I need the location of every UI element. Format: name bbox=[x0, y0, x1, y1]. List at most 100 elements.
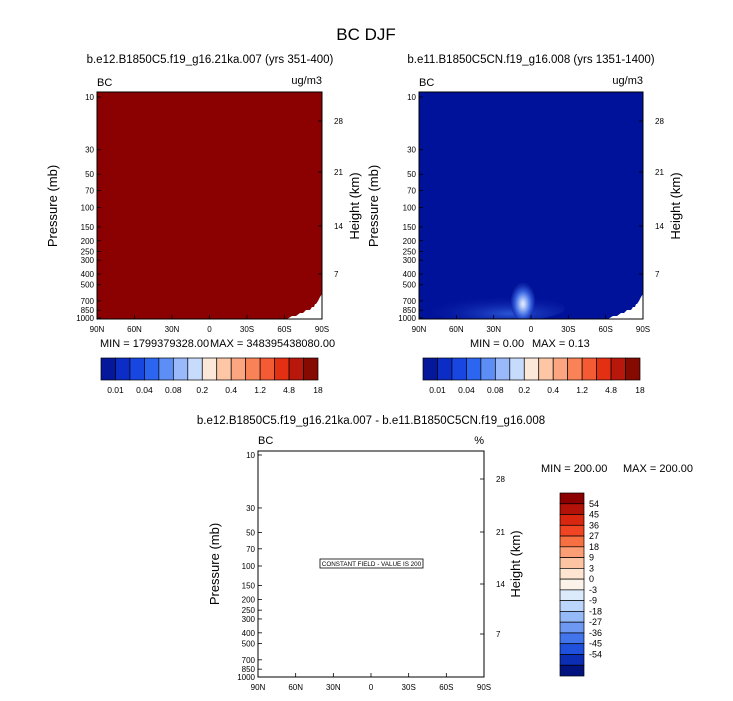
difference-x-tick-label: 90S bbox=[477, 683, 491, 692]
difference-y-right-tick-label: 21 bbox=[496, 528, 505, 537]
difference-y-right-tick-label: 14 bbox=[496, 580, 505, 589]
left-y-tick-label: 100 bbox=[81, 204, 95, 213]
right-x-tick-label: 60S bbox=[599, 325, 613, 334]
colorbar-swatch bbox=[422, 357, 438, 381]
colorbar-swatch bbox=[274, 357, 290, 381]
left-ylabel: Pressure (mb) bbox=[45, 165, 60, 247]
colorbar-swatch bbox=[538, 357, 554, 381]
colorbar-swatch bbox=[480, 357, 496, 381]
right-y-right-tick-label: 7 bbox=[655, 270, 660, 279]
right-y-right-tick-label: 14 bbox=[655, 222, 664, 231]
left-y-tick-label: 300 bbox=[81, 256, 95, 265]
right-y-tick-label: 700 bbox=[403, 297, 417, 306]
right-ylabel-right: Height (km) bbox=[668, 172, 683, 239]
difference-x-tick-label: 30S bbox=[402, 683, 416, 692]
difference-y-tick-label: 250 bbox=[242, 606, 256, 615]
vertical-colorbar-tick-label: -54 bbox=[589, 649, 602, 659]
colorbar-swatch bbox=[494, 357, 511, 381]
vertical-colorbar-swatch bbox=[559, 546, 585, 558]
left-x-tick-label: 30S bbox=[240, 325, 254, 334]
left-y-tick-label: 400 bbox=[81, 270, 95, 279]
colorbar-tick-label: 1.2 bbox=[576, 385, 588, 395]
difference-panel-title: b.e12.B1850C5.f19_g16.21ka.007 - b.e11.B… bbox=[197, 415, 545, 427]
difference-x-tick-label: 0 bbox=[369, 683, 374, 692]
left-colorbar: 0.01 0.04 0.08 0.2 0.4 1.2 4.8 18 bbox=[100, 357, 323, 395]
colorbar-swatch bbox=[144, 357, 160, 381]
right-ylabel: Pressure (mb) bbox=[366, 165, 381, 247]
colorbar-swatch bbox=[567, 357, 583, 381]
left-x-tick-label: 30N bbox=[165, 325, 180, 334]
colorbar-tick-label: 18 bbox=[313, 385, 323, 395]
difference-units-label: % bbox=[474, 435, 484, 447]
colorbar-tick-label: 0.01 bbox=[107, 385, 124, 395]
right-units-label: ug/m3 bbox=[612, 75, 643, 87]
colorbar-swatch bbox=[523, 357, 540, 381]
colorbar-tick-label: 0.2 bbox=[196, 385, 208, 395]
left-y-tick-label: 1000 bbox=[76, 314, 94, 323]
colorbar-swatch bbox=[552, 357, 569, 381]
right-panel: b.e11.B1850C5CN.f19_g16.008 (yrs 1351-14… bbox=[366, 54, 683, 350]
left-y-right-tick-label: 14 bbox=[334, 222, 343, 231]
right-y-tick-label: 10 bbox=[407, 93, 416, 102]
left-y-tick-label: 70 bbox=[85, 186, 94, 195]
difference-y-tick-label: 10 bbox=[246, 451, 255, 460]
vertical-colorbar-swatch bbox=[559, 611, 585, 623]
colorbar-swatch bbox=[259, 357, 275, 381]
vertical-colorbar-swatch bbox=[559, 632, 585, 645]
left-y-tick-label: 500 bbox=[81, 281, 95, 290]
colorbar-tick-label: 0.04 bbox=[136, 385, 153, 395]
difference-y-tick-label: 100 bbox=[242, 562, 256, 571]
left-panel-title: b.e12.B1850C5.f19_g16.21ka.007 (yrs 351-… bbox=[87, 54, 334, 66]
vertical-colorbar-tick-label: -9 bbox=[589, 596, 597, 606]
difference-y-tick-label: 400 bbox=[242, 629, 256, 638]
difference-y-tick-label: 300 bbox=[242, 615, 256, 624]
left-y-tick-label: 250 bbox=[81, 247, 95, 256]
vertical-colorbar-tick-label: 54 bbox=[589, 499, 599, 509]
colorbar-tick-label: 0.4 bbox=[547, 385, 559, 395]
right-y-tick-label: 250 bbox=[403, 247, 417, 256]
left-missing-region bbox=[287, 294, 322, 319]
vertical-colorbar-tick-label: 36 bbox=[589, 520, 599, 530]
left-x-tick-label: 90S bbox=[315, 325, 329, 334]
left-y-right-tick-label: 21 bbox=[334, 168, 343, 177]
colorbar-swatch bbox=[230, 357, 247, 381]
difference-ylabel: Pressure (mb) bbox=[207, 523, 222, 605]
constant-field-box bbox=[319, 558, 424, 569]
right-y-tick-label: 500 bbox=[403, 281, 417, 290]
difference-y-tick-label: 150 bbox=[242, 582, 256, 591]
figure-title: BC DJF bbox=[336, 25, 396, 44]
left-units-label: ug/m3 bbox=[291, 75, 322, 87]
left-panel: b.e12.B1850C5.f19_g16.21ka.007 (yrs 351-… bbox=[45, 54, 362, 350]
right-x-tick-label: 30N bbox=[486, 325, 501, 334]
right-missing-region bbox=[608, 294, 643, 319]
difference-y-tick-label: 850 bbox=[242, 665, 256, 674]
right-y-tick-label: 150 bbox=[403, 223, 417, 232]
left-y-tick-label: 10 bbox=[85, 93, 94, 102]
right-y-tick-label: 50 bbox=[407, 170, 416, 179]
vertical-colorbar-tick-label: 0 bbox=[589, 574, 594, 584]
vertical-colorbar-swatch bbox=[559, 654, 585, 666]
left-variable-label: BC bbox=[97, 77, 112, 89]
right-colorbar: 0.01 0.04 0.08 0.2 0.4 1.2 4.8 18 bbox=[422, 357, 645, 395]
vertical-colorbar-swatch bbox=[559, 643, 585, 655]
difference-y-tick-label: 700 bbox=[242, 656, 256, 665]
colorbar-swatch bbox=[303, 357, 319, 381]
vertical-colorbar-swatch bbox=[559, 524, 585, 537]
difference-variable-label: BC bbox=[258, 435, 273, 447]
right-y-ticks-right: 28 21 14 7 bbox=[639, 117, 664, 279]
colorbar-swatch bbox=[610, 357, 626, 381]
colorbar-tick-label: 0.01 bbox=[429, 385, 446, 395]
left-min-label: MIN = 1799379328.00 bbox=[100, 338, 209, 350]
right-y-tick-label: 30 bbox=[407, 146, 416, 155]
colorbar-swatch bbox=[509, 357, 525, 381]
vertical-colorbar-tick-label: 27 bbox=[589, 531, 599, 541]
difference-x-tick-label: 30N bbox=[326, 683, 341, 692]
right-x-tick-label: 90S bbox=[636, 325, 650, 334]
colorbar-tick-label: 0.4 bbox=[225, 385, 237, 395]
right-y-tick-label: 100 bbox=[403, 204, 417, 213]
colorbar-tick-label: 4.8 bbox=[283, 385, 295, 395]
right-y-tick-label: 400 bbox=[403, 270, 417, 279]
